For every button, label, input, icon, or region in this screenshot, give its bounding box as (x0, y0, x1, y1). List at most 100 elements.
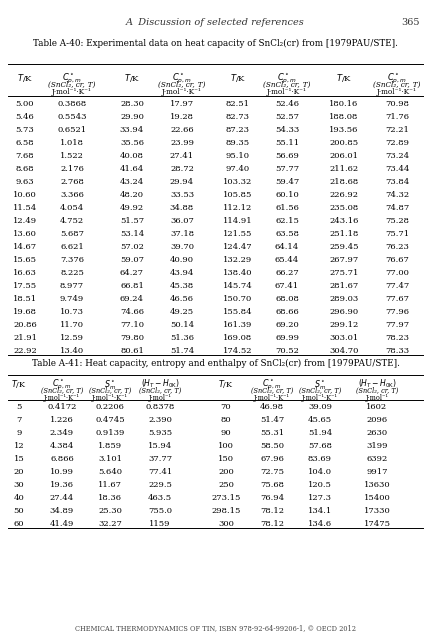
Text: 78.12: 78.12 (259, 507, 283, 515)
Text: 69.99: 69.99 (274, 334, 298, 342)
Text: 3.366: 3.366 (60, 191, 84, 199)
Text: (SnCl₂, cr, T): (SnCl₂, cr, T) (355, 387, 397, 395)
Text: 20.86: 20.86 (13, 321, 37, 329)
Text: 73.84: 73.84 (384, 178, 408, 186)
Text: 120.5: 120.5 (307, 481, 331, 489)
Text: 77.67: 77.67 (384, 295, 408, 303)
Text: 112.12: 112.12 (223, 204, 252, 212)
Text: 1.226: 1.226 (50, 416, 74, 424)
Text: 75.68: 75.68 (259, 481, 283, 489)
Text: 4.384: 4.384 (50, 442, 74, 450)
Text: 72.75: 72.75 (259, 468, 283, 476)
Text: 14.67: 14.67 (13, 243, 37, 251)
Text: 365: 365 (401, 18, 419, 27)
Text: 18.51: 18.51 (13, 295, 37, 303)
Text: J·mol⁻¹: J·mol⁻¹ (365, 394, 387, 403)
Text: 3.101: 3.101 (98, 455, 122, 463)
Text: 74.66: 74.66 (120, 308, 144, 316)
Text: 64.14: 64.14 (274, 243, 298, 251)
Text: 51.94: 51.94 (307, 429, 332, 437)
Text: 66.27: 66.27 (274, 269, 298, 277)
Text: 0.5543: 0.5543 (57, 113, 86, 121)
Text: 2.176: 2.176 (60, 165, 84, 173)
Text: 82.51: 82.51 (225, 100, 249, 108)
Text: 5.935: 5.935 (147, 429, 172, 437)
Text: 281.67: 281.67 (329, 282, 358, 290)
Text: 1.859: 1.859 (98, 442, 122, 450)
Text: $T$/K: $T$/K (11, 378, 27, 390)
Text: (SnCl₂, cr, T): (SnCl₂, cr, T) (41, 387, 83, 395)
Text: 100: 100 (218, 442, 233, 450)
Text: 300: 300 (218, 520, 233, 528)
Text: 46.56: 46.56 (169, 295, 194, 303)
Text: 8.68: 8.68 (15, 165, 34, 173)
Text: 60.10: 60.10 (274, 191, 298, 199)
Text: 50.14: 50.14 (169, 321, 194, 329)
Text: $T$/K: $T$/K (123, 72, 140, 84)
Text: 17.55: 17.55 (13, 282, 37, 290)
Text: 259.45: 259.45 (329, 243, 358, 251)
Text: 13.40: 13.40 (60, 347, 84, 355)
Text: 28.30: 28.30 (120, 100, 144, 108)
Text: 15400: 15400 (363, 494, 390, 502)
Text: 299.12: 299.12 (329, 321, 358, 329)
Text: 2096: 2096 (366, 416, 387, 424)
Text: 27.41: 27.41 (169, 152, 194, 160)
Text: 121.55: 121.55 (223, 230, 252, 238)
Text: 75.71: 75.71 (384, 230, 408, 238)
Text: 35.56: 35.56 (120, 139, 144, 147)
Text: 104.0: 104.0 (307, 468, 331, 476)
Text: 13.60: 13.60 (13, 230, 37, 238)
Text: 180.16: 180.16 (329, 100, 358, 108)
Text: J·mol⁻¹·K⁻¹: J·mol⁻¹·K⁻¹ (92, 394, 128, 403)
Text: 161.39: 161.39 (223, 321, 252, 329)
Text: 19.28: 19.28 (169, 113, 194, 121)
Text: 145.74: 145.74 (223, 282, 252, 290)
Text: 80: 80 (220, 416, 231, 424)
Text: 70: 70 (220, 403, 231, 411)
Text: 63.58: 63.58 (274, 230, 298, 238)
Text: $S^\circ_m$: $S^\circ_m$ (313, 378, 326, 392)
Text: 70.98: 70.98 (384, 100, 408, 108)
Text: 82.73: 82.73 (225, 113, 249, 121)
Text: 1.018: 1.018 (60, 139, 84, 147)
Text: 62.15: 62.15 (274, 217, 298, 225)
Text: $C^\circ_{p,m}$: $C^\circ_{p,m}$ (276, 72, 296, 86)
Text: 28.72: 28.72 (170, 165, 194, 173)
Text: 60: 60 (14, 520, 24, 528)
Text: 23.99: 23.99 (169, 139, 194, 147)
Text: 206.01: 206.01 (329, 152, 358, 160)
Text: 77.41: 77.41 (147, 468, 172, 476)
Text: 9: 9 (16, 429, 22, 437)
Text: 54.33: 54.33 (274, 126, 298, 134)
Text: 41.49: 41.49 (50, 520, 74, 528)
Text: 29.90: 29.90 (120, 113, 144, 121)
Text: 57.77: 57.77 (274, 165, 298, 173)
Text: 72.89: 72.89 (384, 139, 408, 147)
Text: 67.96: 67.96 (259, 455, 283, 463)
Text: 2630: 2630 (366, 429, 387, 437)
Text: 7: 7 (16, 416, 22, 424)
Text: 11.67: 11.67 (98, 481, 122, 489)
Text: Table A-41: Heat capacity, entropy and enthalpy of SnCl₂(cr) from [1979PAU/STE].: Table A-41: Heat capacity, entropy and e… (31, 359, 399, 368)
Text: 39.09: 39.09 (307, 403, 331, 411)
Text: 298.15: 298.15 (211, 507, 240, 515)
Text: 67.41: 67.41 (274, 282, 298, 290)
Text: 74.87: 74.87 (384, 204, 408, 212)
Text: 243.16: 243.16 (329, 217, 358, 225)
Text: (SnCl₂, cr, T): (SnCl₂, cr, T) (250, 387, 292, 395)
Text: 4.054: 4.054 (60, 204, 84, 212)
Text: 41.64: 41.64 (120, 165, 144, 173)
Text: 5.640: 5.640 (98, 468, 122, 476)
Text: 49.92: 49.92 (120, 204, 144, 212)
Text: 49.25: 49.25 (169, 308, 194, 316)
Text: 18.36: 18.36 (98, 494, 122, 502)
Text: 57.68: 57.68 (307, 442, 331, 450)
Text: $T$/K: $T$/K (335, 72, 351, 84)
Text: 9917: 9917 (366, 468, 387, 476)
Text: 150: 150 (218, 455, 233, 463)
Text: 5.46: 5.46 (15, 113, 34, 121)
Text: 55.11: 55.11 (274, 139, 298, 147)
Text: 73.24: 73.24 (384, 152, 408, 160)
Text: 7.68: 7.68 (15, 152, 34, 160)
